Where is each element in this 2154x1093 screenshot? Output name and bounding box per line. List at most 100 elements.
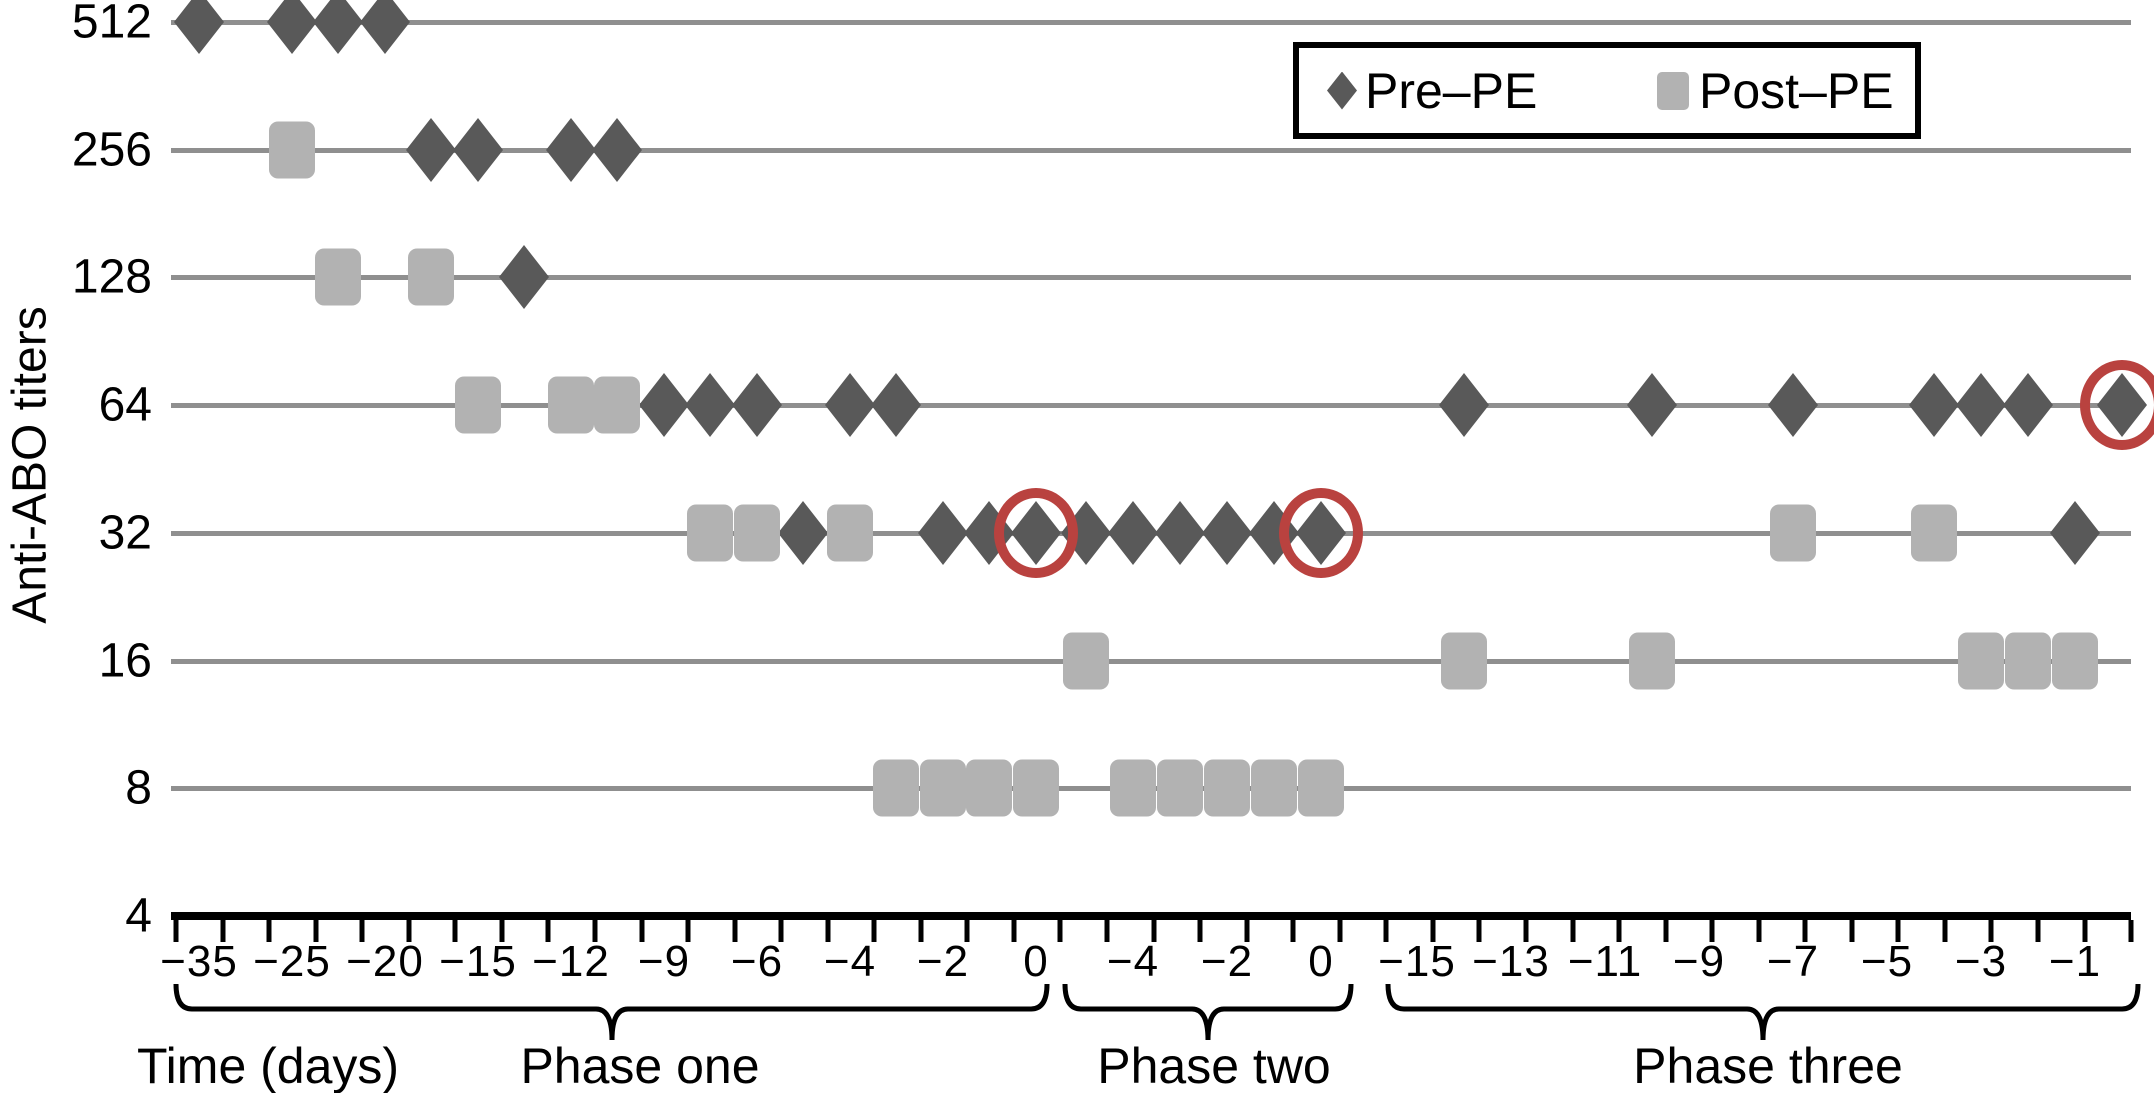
post-pe-marker (1157, 759, 1203, 817)
post-pe-marker (1441, 632, 1487, 690)
x-axis-tick (2128, 920, 2134, 942)
x-axis-tick (2035, 920, 2041, 942)
post-pe-marker (2052, 632, 2098, 690)
x-axis-tick (545, 920, 551, 942)
x-axis-tick (1802, 920, 1808, 942)
x-axis-tick (173, 920, 179, 942)
x-tick-label: −11 (1567, 937, 1643, 986)
x-tick-label: −4 (1106, 937, 1160, 986)
x-axis-tick (1895, 920, 1901, 942)
y-tick-label-64: 64 (98, 378, 152, 432)
row-line-16 (171, 659, 2131, 664)
y-tick-label-16: 16 (98, 634, 152, 688)
post-pe-square-icon (1657, 71, 1689, 110)
x-axis-tick (1476, 920, 1482, 942)
post-pe-marker (269, 121, 315, 179)
phase-label: Phase three (1633, 1038, 1903, 1093)
post-pe-marker (920, 759, 966, 817)
x-axis-tick (499, 920, 505, 942)
x-axis-tick (1430, 920, 1436, 942)
x-axis-tick (964, 920, 970, 942)
post-pe-marker (1298, 759, 1344, 817)
x-tick-label: −1 (2048, 937, 2102, 986)
post-pe-marker (1251, 759, 1297, 817)
x-tick-label: −13 (1472, 937, 1550, 986)
phase-bracket (1385, 983, 2141, 1041)
x-tick-label: −5 (1860, 937, 1914, 986)
x-axis-tick (1570, 920, 1575, 942)
post-pe-marker (827, 504, 873, 562)
post-pe-marker (315, 248, 361, 306)
x-axis-tick (452, 920, 458, 942)
post-pe-marker (1013, 759, 1059, 817)
x-axis-tick (1151, 920, 1157, 942)
x-axis-tick (1756, 920, 1762, 942)
x-tick-label: −15 (439, 937, 517, 986)
x-axis-tick (1197, 920, 1203, 942)
x-axis-tick (732, 920, 738, 942)
y-tick-label-32: 32 (98, 506, 152, 560)
x-axis-tick (639, 920, 644, 942)
phase-label: Phase one (520, 1038, 760, 1093)
post-pe-marker (1110, 759, 1156, 817)
pre-pe-legend-label: Pre–PE (1365, 62, 1538, 119)
x-tick-label: 0 (1023, 937, 1049, 986)
x-axis-tick (1942, 920, 1948, 942)
x-tick-label: −6 (730, 937, 784, 986)
x-axis-tick (1523, 920, 1529, 942)
row-line-128 (171, 275, 2131, 280)
x-tick-label: −7 (1766, 937, 1820, 986)
x-axis-tick (359, 920, 365, 942)
x-axis-tick (406, 920, 412, 942)
x-axis-tick (1057, 920, 1063, 942)
x-axis-tick (918, 920, 924, 942)
x-axis-tick (1383, 920, 1389, 942)
phase-bracket (173, 983, 1050, 1041)
x-tick-label: −12 (532, 937, 610, 986)
x-tick-label: −20 (346, 937, 424, 986)
x-tick-label: −35 (160, 937, 238, 986)
x-axis-tick (266, 920, 272, 942)
y-tick-label-128: 128 (71, 250, 152, 304)
post-pe-marker (873, 759, 919, 817)
post-pe-marker (1629, 632, 1675, 690)
post-pe-marker (687, 504, 733, 562)
post-pe-marker (1958, 632, 2004, 690)
post-pe-marker (734, 504, 780, 562)
x-tick-label: −4 (823, 937, 877, 986)
x-axis-tick (778, 920, 784, 942)
x-axis-tick (1849, 920, 1855, 942)
x-tick-label: 0 (1308, 937, 1334, 986)
x-axis-tick (1290, 920, 1296, 942)
post-pe-marker (2005, 632, 2051, 690)
x-axis-tick (1011, 920, 1017, 942)
phase-label: Phase two (1097, 1038, 1331, 1093)
post-pe-marker (548, 376, 594, 434)
x-tick-label: −9 (1672, 937, 1726, 986)
row-line-512 (171, 20, 2131, 25)
highlight-circle (994, 488, 1078, 578)
x-axis-tick (1337, 920, 1343, 942)
y-tick-label-8: 8 (125, 761, 152, 815)
x-axis-tick (220, 920, 226, 942)
post-pe-marker (1911, 504, 1957, 562)
pre-pe-diamond-icon (1327, 71, 1357, 110)
row-line-64 (171, 403, 2131, 408)
x-axis-tick (313, 920, 319, 942)
post-pe-marker (966, 759, 1012, 817)
x-axis-tick (1616, 920, 1622, 942)
x-tick-label: −2 (1200, 937, 1254, 986)
x-axis-tick (685, 920, 691, 942)
highlight-circle (1279, 488, 1363, 578)
post-pe-marker (1204, 759, 1250, 817)
x-tick-label: −25 (253, 937, 331, 986)
x-axis-tick (1988, 920, 1994, 942)
x-axis-tick (1244, 920, 1250, 942)
x-axis-tick (2082, 920, 2088, 942)
phase-bracket (1062, 983, 1354, 1041)
x-axis-tick (1663, 920, 1669, 942)
post-pe-marker (455, 376, 501, 434)
row-line-256 (171, 148, 2131, 153)
